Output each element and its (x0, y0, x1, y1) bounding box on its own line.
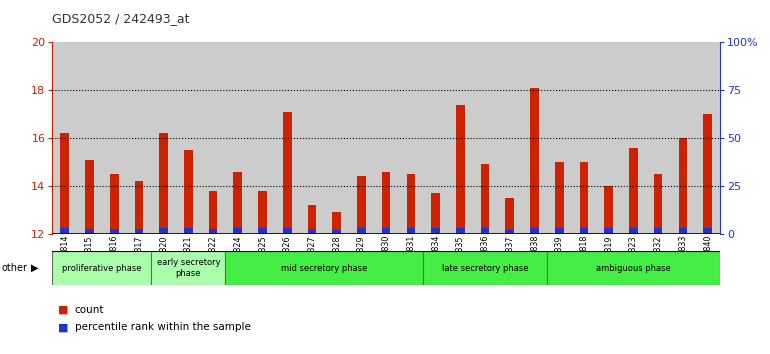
Bar (324, 42, 349, 234)
Bar (209, 229, 217, 234)
Bar (333, 212, 341, 234)
Bar (382, 228, 390, 234)
Bar (308, 205, 316, 234)
Bar (300, 42, 324, 234)
Bar (604, 228, 613, 234)
Bar (596, 42, 621, 234)
Bar (629, 148, 638, 234)
Bar (424, 42, 448, 234)
Bar (480, 228, 490, 234)
Bar (151, 251, 226, 285)
Bar (678, 138, 687, 234)
Bar (703, 228, 712, 234)
Text: other: other (2, 263, 28, 273)
Text: late secretory phase: late secretory phase (442, 264, 528, 273)
Bar (135, 181, 143, 234)
Bar (77, 42, 102, 234)
Bar (555, 162, 564, 234)
Bar (60, 228, 69, 234)
Bar (159, 133, 168, 234)
Bar (52, 42, 77, 234)
Bar (110, 174, 119, 234)
Bar (176, 42, 201, 234)
Bar (629, 228, 638, 234)
Bar (250, 42, 275, 234)
Bar (646, 42, 671, 234)
Bar (555, 228, 564, 234)
Bar (233, 171, 242, 234)
Bar (431, 193, 440, 234)
Bar (135, 229, 143, 234)
Bar (399, 42, 424, 234)
Text: ■: ■ (58, 305, 69, 315)
Bar (531, 228, 539, 234)
Text: proliferative phase: proliferative phase (62, 264, 142, 273)
Text: GDS2052 / 242493_at: GDS2052 / 242493_at (52, 12, 190, 25)
Bar (226, 251, 424, 285)
Text: ambiguous phase: ambiguous phase (596, 264, 671, 273)
Bar (671, 42, 695, 234)
Bar (373, 42, 399, 234)
Bar (456, 228, 464, 234)
Bar (283, 112, 292, 234)
Bar (308, 230, 316, 234)
Bar (102, 42, 126, 234)
Bar (333, 230, 341, 234)
Bar (571, 42, 596, 234)
Bar (201, 42, 226, 234)
Bar (357, 176, 366, 234)
Bar (621, 42, 646, 234)
Bar (448, 42, 473, 234)
Bar (60, 133, 69, 234)
Text: mid secretory phase: mid secretory phase (281, 264, 367, 273)
Text: percentile rank within the sample: percentile rank within the sample (75, 322, 250, 332)
Bar (497, 42, 522, 234)
Bar (431, 228, 440, 234)
Bar (480, 164, 490, 234)
Bar (505, 230, 514, 234)
Bar (407, 174, 415, 234)
Bar (357, 228, 366, 234)
Bar (349, 42, 373, 234)
Bar (678, 228, 687, 234)
Bar (424, 251, 547, 285)
Bar (258, 190, 267, 234)
Bar (151, 42, 176, 234)
Bar (654, 228, 662, 234)
Bar (226, 42, 250, 234)
Bar (382, 171, 390, 234)
Bar (233, 228, 242, 234)
Bar (159, 228, 168, 234)
Bar (85, 229, 94, 234)
Bar (184, 228, 192, 234)
Bar (580, 228, 588, 234)
Bar (547, 251, 720, 285)
Bar (209, 190, 217, 234)
Bar (407, 228, 415, 234)
Bar (654, 174, 662, 234)
Bar (703, 114, 712, 234)
Bar (85, 160, 94, 234)
Bar (258, 228, 267, 234)
Bar (505, 198, 514, 234)
Bar (547, 42, 571, 234)
Bar (275, 42, 300, 234)
Text: early secretory
phase: early secretory phase (156, 258, 220, 278)
Bar (604, 186, 613, 234)
Bar (522, 42, 547, 234)
Bar (695, 42, 720, 234)
Bar (580, 162, 588, 234)
Bar (110, 229, 119, 234)
Bar (283, 228, 292, 234)
Bar (531, 88, 539, 234)
Bar (52, 251, 151, 285)
Bar (126, 42, 151, 234)
Bar (456, 105, 464, 234)
Bar (184, 150, 192, 234)
Text: ▶: ▶ (31, 263, 38, 273)
Text: ■: ■ (58, 322, 69, 332)
Text: count: count (75, 305, 104, 315)
Bar (473, 42, 497, 234)
